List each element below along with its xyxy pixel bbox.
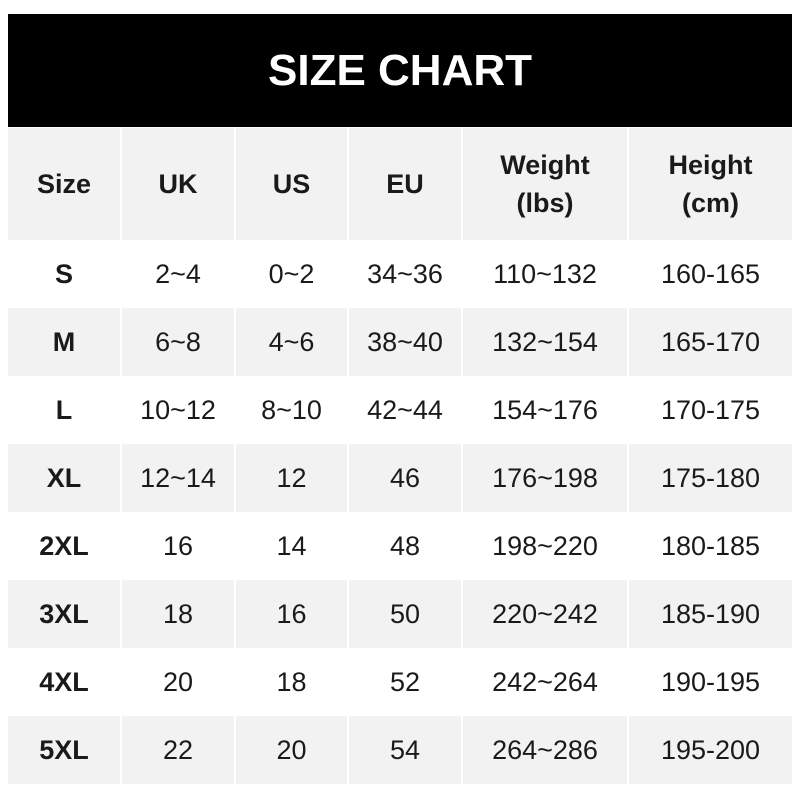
table-cell: 46 [347,444,462,512]
column-header: UK [120,128,235,240]
table-cell: 14 [234,512,348,580]
size-label-cell: XL [8,444,121,512]
table-cell: 16 [120,512,235,580]
table-cell: 180-185 [627,512,792,580]
table-cell: 220~242 [461,580,628,648]
table-row: 5XL 22 20 54 264~286 195-200 [8,716,792,784]
table-cell: 50 [347,580,462,648]
column-header-text: Height [668,150,753,180]
table-cell: 22 [120,716,235,784]
table-cell: 132~154 [461,308,628,376]
table-row: L 10~12 8~10 42~44 154~176 170-175 [8,376,792,444]
table-row: S 2~4 0~2 34~36 110~132 160-165 [8,240,792,308]
size-label-cell: 4XL [8,648,121,716]
table-row: 3XL 18 16 50 220~242 185-190 [8,580,792,648]
table-cell: 38~40 [347,308,462,376]
table-cell: 110~132 [461,240,628,308]
table-cell: 20 [120,648,235,716]
size-label-cell: 3XL [8,580,121,648]
size-label-cell: 2XL [8,512,121,580]
table-cell: 4~6 [234,308,348,376]
table-cell: 0~2 [234,240,348,308]
table-cell: 48 [347,512,462,580]
table-row: 4XL 20 18 52 242~264 190-195 [8,648,792,716]
table-cell: 195-200 [627,716,792,784]
table-cell: 160-165 [627,240,792,308]
table-row: XL 12~14 12 46 176~198 175-180 [8,444,792,512]
column-header-text: Weight [500,150,590,180]
table-row: M 6~8 4~6 38~40 132~154 165-170 [8,308,792,376]
size-label-cell: S [8,240,121,308]
table-cell: 154~176 [461,376,628,444]
table-cell: 10~12 [120,376,235,444]
table-cell: 190-195 [627,648,792,716]
table-cell: 6~8 [120,308,235,376]
column-header-text: (lbs) [516,188,574,218]
table-cell: 165-170 [627,308,792,376]
table-cell: 170-175 [627,376,792,444]
column-header: EU [347,128,462,240]
size-label-cell: L [8,376,121,444]
table-cell: 34~36 [347,240,462,308]
table-cell: 16 [234,580,348,648]
column-header-text: US [272,169,311,199]
table-cell: 8~10 [234,376,348,444]
chart-title: SIZE CHART [8,14,792,127]
table-cell: 42~44 [347,376,462,444]
size-label-cell: M [8,308,121,376]
table-cell: 20 [234,716,348,784]
column-header: Weight (lbs) [461,128,628,240]
table-cell: 198~220 [461,512,628,580]
column-header-text: EU [386,169,424,199]
column-header: Height (cm) [627,128,792,240]
column-header-text: Size [36,169,92,199]
table-cell: 54 [347,716,462,784]
column-header: US [234,128,348,240]
table-cell: 242~264 [461,648,628,716]
table-cell: 185-190 [627,580,792,648]
column-header-text: (cm) [681,188,739,218]
header-row: Size UK US EU Weight (lbs) Height (cm) [8,128,792,240]
size-label-cell: 5XL [8,716,121,784]
column-header-text: UK [158,169,198,199]
table-cell: 175-180 [627,444,792,512]
table-cell: 18 [120,580,235,648]
table-row: 2XL 16 14 48 198~220 180-185 [8,512,792,580]
table-cell: 176~198 [461,444,628,512]
column-header: Size [8,128,121,240]
table-cell: 2~4 [120,240,235,308]
size-table: Size UK US EU Weight (lbs) Height (cm) S 2~4 0~2 3… [8,128,792,784]
table-cell: 18 [234,648,348,716]
table-cell: 12 [234,444,348,512]
table-cell: 12~14 [120,444,235,512]
table-cell: 52 [347,648,462,716]
table-cell: 264~286 [461,716,628,784]
